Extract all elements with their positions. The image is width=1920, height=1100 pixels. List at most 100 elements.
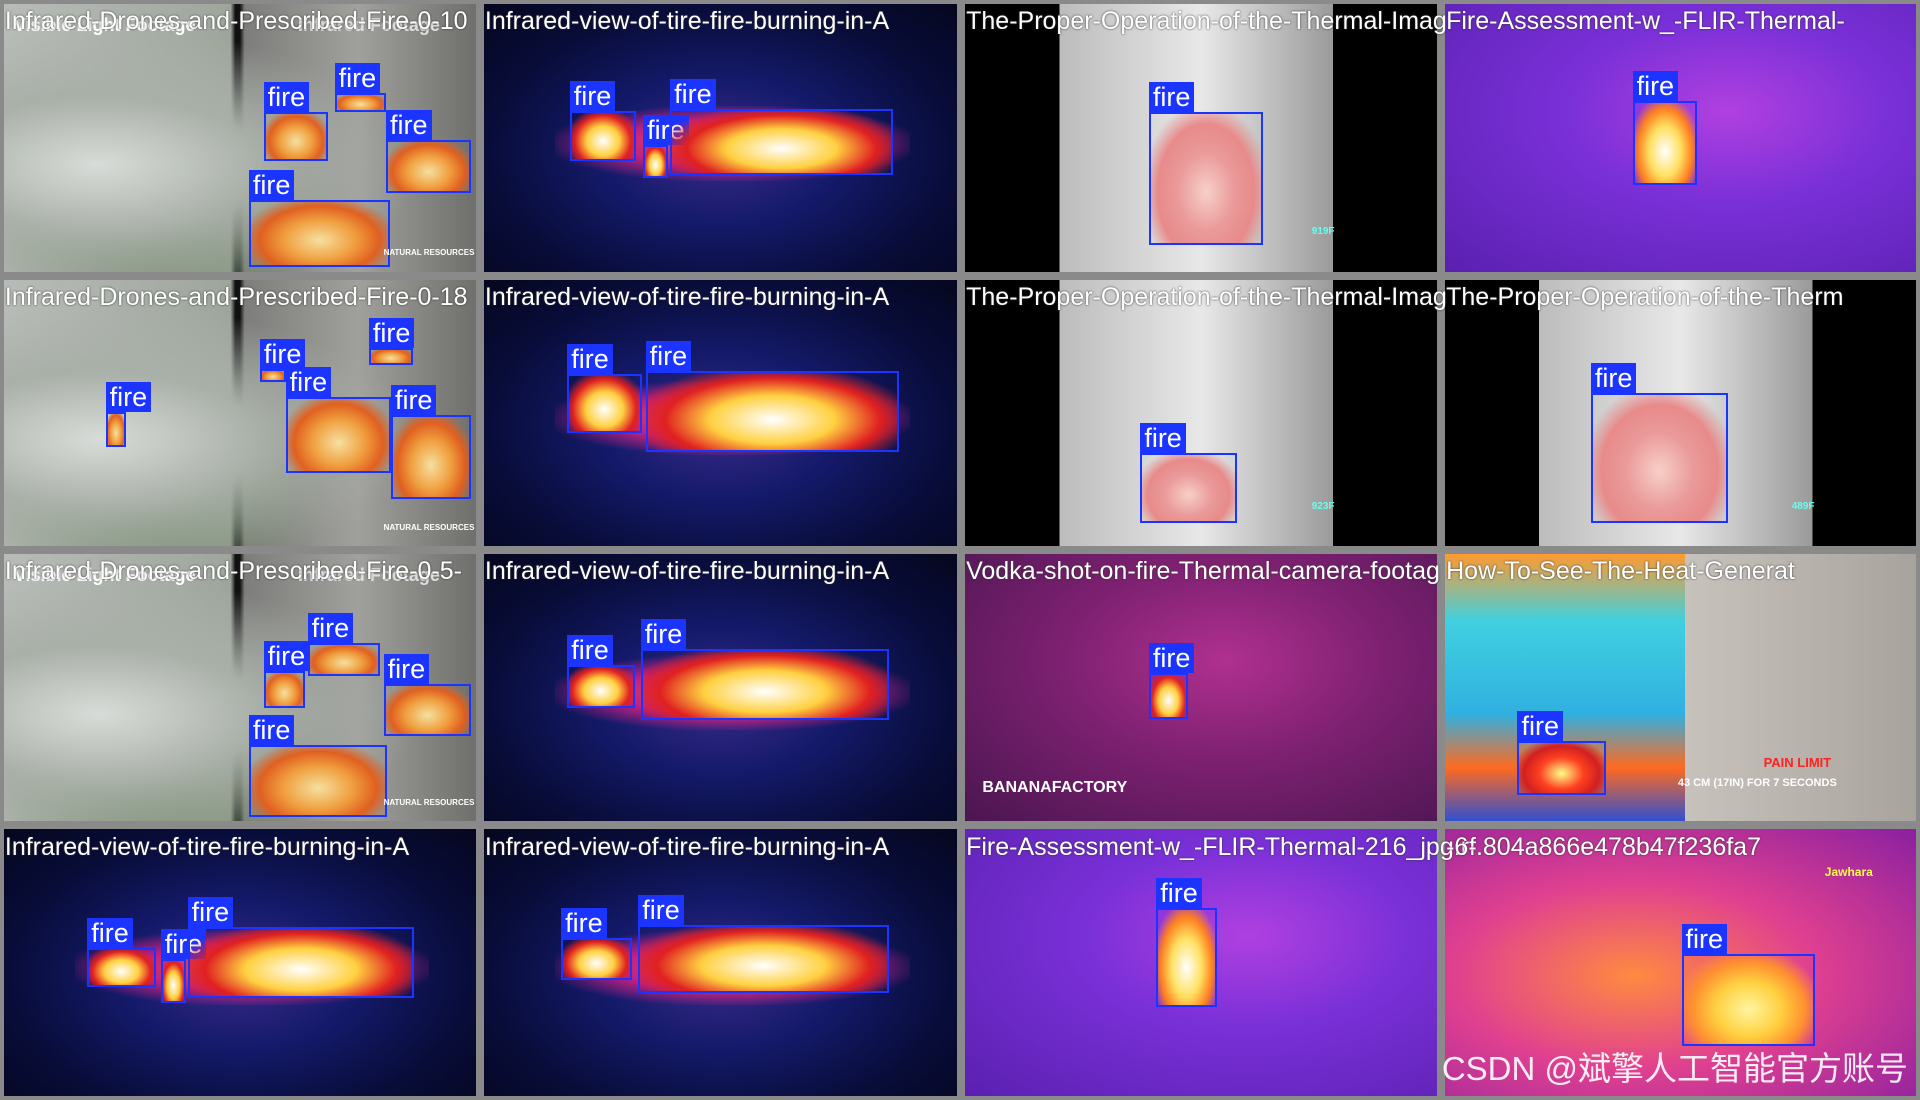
detection-label: fire bbox=[248, 169, 295, 200]
detection-label: fire bbox=[638, 894, 684, 925]
detection-label: fire bbox=[567, 635, 613, 666]
bounding-box bbox=[1140, 453, 1238, 524]
image-tile: fire 919F bbox=[961, 0, 1442, 276]
overlay-text: 919F bbox=[1311, 225, 1335, 237]
fire-region bbox=[259, 368, 286, 383]
fire-region bbox=[386, 139, 471, 193]
bounding-box bbox=[1681, 954, 1815, 1047]
overlay-text: BANANAFACTORY bbox=[982, 779, 1128, 797]
detection-label: fire bbox=[263, 81, 310, 112]
fire-region bbox=[248, 744, 388, 818]
image-title: Infrared-view-of-tire-fire-burning-in-A bbox=[484, 282, 890, 311]
overlay-text: 923F bbox=[1311, 501, 1335, 513]
image-title: The-Proper-Operation-of-the-Thermal-Imag bbox=[966, 7, 1447, 36]
detection-label: fire bbox=[390, 385, 437, 416]
bounding-box bbox=[160, 959, 187, 1004]
fire-region bbox=[567, 373, 642, 433]
bounding-box bbox=[1156, 907, 1218, 1007]
detection-label: fire bbox=[670, 79, 716, 110]
overlay-text: 43 CM (17IN) FOR 7 SECONDS bbox=[1677, 776, 1837, 789]
fire-region bbox=[561, 938, 633, 980]
bounding-box bbox=[285, 397, 391, 473]
detection-label: fire bbox=[386, 109, 432, 140]
fire-region bbox=[248, 199, 390, 268]
bounding-box bbox=[1517, 741, 1606, 795]
overlay-text: 489F bbox=[1791, 501, 1815, 513]
bounding-box bbox=[334, 93, 387, 112]
fire-region bbox=[307, 643, 380, 677]
detection-label: fire bbox=[259, 338, 306, 369]
fire-region bbox=[638, 924, 890, 994]
detection-label: fire bbox=[383, 653, 430, 684]
bounding-box bbox=[390, 415, 471, 499]
bounding-box bbox=[263, 671, 306, 709]
image-tile: fire Jawhara bbox=[1441, 825, 1920, 1100]
bounding-box bbox=[1632, 100, 1698, 186]
bounding-box bbox=[87, 948, 156, 988]
detection-label: fire bbox=[645, 341, 692, 372]
fire-region bbox=[383, 683, 471, 737]
fire-region bbox=[1517, 741, 1606, 795]
bounding-box bbox=[567, 373, 642, 433]
fire-region bbox=[567, 665, 635, 709]
bounding-box bbox=[187, 927, 415, 999]
image-tile: fire BANANAFACTORY bbox=[961, 549, 1442, 826]
fire-region bbox=[263, 111, 329, 161]
image-tile: fire 489F bbox=[1441, 275, 1920, 550]
image-tile: fire bbox=[961, 825, 1442, 1100]
bounding-box bbox=[307, 643, 380, 677]
image-title: Fire-Assessment-w_-FLIR-Thermal- bbox=[1446, 7, 1845, 36]
bounding-box bbox=[645, 371, 900, 453]
detection-label: fire bbox=[105, 381, 152, 412]
bounding-box bbox=[567, 665, 635, 709]
image-tile: fire fire fire fire Visible Light Footage Inf… bbox=[0, 0, 480, 276]
fire-region bbox=[1681, 954, 1815, 1047]
bounding-box bbox=[638, 924, 890, 994]
image-title: Infrared-Drones-and-Prescribed-Fire-0-5- bbox=[4, 557, 462, 586]
image-tile: fire fire bbox=[480, 275, 962, 550]
bounding-box bbox=[263, 111, 329, 161]
image-title: Infrared-Drones-and-Prescribed-Fire-0-10 bbox=[4, 7, 468, 36]
fire-region bbox=[1590, 393, 1729, 524]
image-title: Fire-Assessment-w_-FLIR-Thermal-216_jpg.… bbox=[966, 832, 1761, 861]
overlay-text: Infrared Footage bbox=[297, 565, 440, 586]
image-title: -6- bbox=[1446, 832, 1477, 861]
image-tile: fire fire bbox=[480, 825, 962, 1100]
fire-region bbox=[368, 348, 413, 366]
bounding-box bbox=[569, 110, 636, 161]
image-tile: fire fire fire bbox=[0, 825, 480, 1100]
fire-region bbox=[670, 109, 893, 176]
image-title: The-Proper-Operation-of-the-Therm bbox=[1446, 282, 1844, 311]
fire-region bbox=[1140, 453, 1238, 524]
image-tile: fire 923F bbox=[961, 275, 1442, 550]
detection-label: fire bbox=[1517, 711, 1563, 742]
detection-label: fire bbox=[1148, 642, 1195, 673]
detection-label: fire bbox=[248, 714, 295, 745]
image-tile: fire fire bbox=[480, 549, 962, 826]
watermark: CSDN @斌擎人工智能官方账号 bbox=[1441, 1050, 1908, 1087]
image-title: How-To-See-The-Heat-Generat bbox=[1446, 557, 1795, 586]
fire-region bbox=[1156, 907, 1218, 1007]
bounding-box bbox=[640, 649, 890, 721]
bounding-box bbox=[643, 144, 668, 178]
image-title: The-Proper-Operation-of-the-Thermal-Imag bbox=[966, 282, 1447, 311]
image-tile: fire PAIN LIMIT 43 CM (17IN) FOR 7 SECONDS bbox=[1441, 549, 1920, 826]
overlay-text: Visible Light Footage bbox=[13, 565, 196, 586]
detection-label: fire bbox=[561, 908, 607, 939]
detection-label: fire bbox=[187, 897, 234, 928]
overlay-text: NATURAL RESOURCES bbox=[383, 247, 475, 257]
detection-label: fire bbox=[1156, 877, 1202, 908]
bounding-box bbox=[105, 411, 127, 448]
detection-label: fire bbox=[307, 613, 354, 644]
bounding-box bbox=[561, 938, 633, 980]
image-tile: fire bbox=[1441, 0, 1920, 276]
bounding-box bbox=[386, 139, 471, 193]
bounding-box bbox=[368, 348, 413, 366]
detection-label: fire bbox=[1148, 81, 1195, 112]
detection-label: fire bbox=[334, 63, 381, 94]
bounding-box bbox=[1590, 393, 1729, 524]
fire-region bbox=[87, 948, 156, 988]
detection-label: fire bbox=[567, 343, 613, 374]
overlay-text: PAIN LIMIT bbox=[1763, 754, 1832, 770]
